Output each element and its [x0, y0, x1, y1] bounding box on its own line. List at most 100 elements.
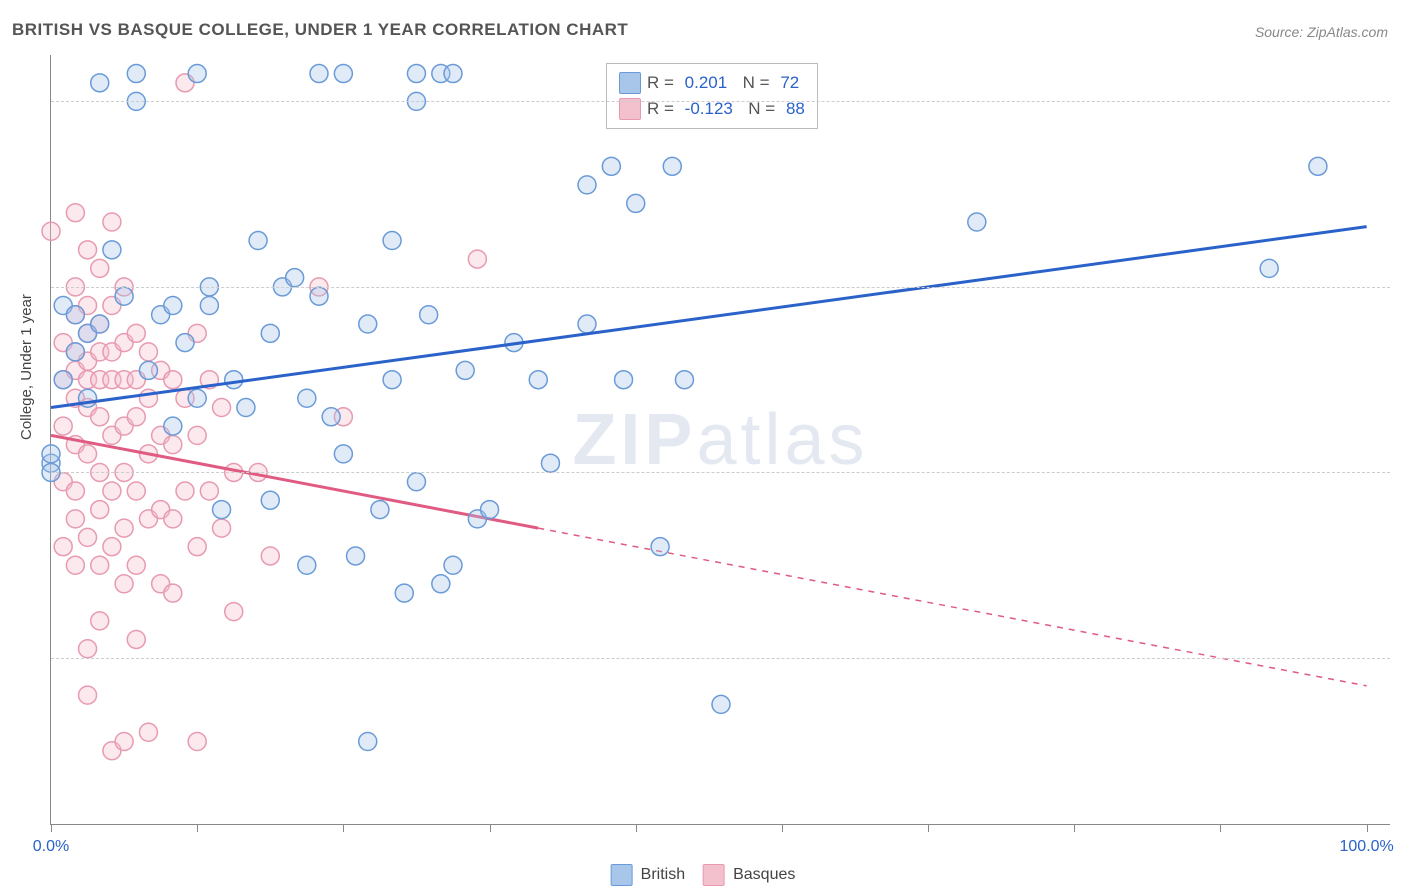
- scatter-point: [66, 204, 84, 222]
- scatter-point: [615, 371, 633, 389]
- plot-area: ZIPatlas R = 0.201 N = 72R = -0.123 N = …: [50, 55, 1390, 825]
- scatter-point: [529, 371, 547, 389]
- x-tick: [1367, 824, 1368, 832]
- scatter-point: [103, 241, 121, 259]
- y-tick-label: 60.0%: [1400, 463, 1406, 481]
- legend-swatch: [619, 72, 641, 94]
- legend-series-label: British: [641, 866, 685, 884]
- regression-line: [51, 227, 1367, 408]
- legend-series-label: Basques: [733, 866, 795, 884]
- scatter-point: [213, 501, 231, 519]
- scatter-point: [164, 417, 182, 435]
- scatter-point: [91, 315, 109, 333]
- legend-r-value: 0.201: [685, 70, 728, 96]
- gridline: [51, 101, 1390, 102]
- scatter-point: [261, 491, 279, 509]
- scatter-point: [188, 538, 206, 556]
- scatter-point: [1309, 157, 1327, 175]
- scatter-point: [79, 640, 97, 658]
- scatter-point: [188, 733, 206, 751]
- scatter-point: [407, 473, 425, 491]
- scatter-point: [103, 538, 121, 556]
- legend-r-label: R =: [647, 70, 679, 96]
- scatter-point: [334, 65, 352, 83]
- scatter-point: [79, 445, 97, 463]
- scatter-point: [249, 232, 267, 250]
- scatter-point: [176, 482, 194, 500]
- scatter-point: [127, 408, 145, 426]
- scatter-point: [347, 547, 365, 565]
- scatter-point: [66, 306, 84, 324]
- scatter-point: [1260, 259, 1278, 277]
- scatter-point: [420, 306, 438, 324]
- scatter-point: [103, 482, 121, 500]
- scatter-point: [54, 417, 72, 435]
- scatter-point: [115, 733, 133, 751]
- scatter-point: [298, 389, 316, 407]
- scatter-point: [286, 269, 304, 287]
- scatter-point: [663, 157, 681, 175]
- scatter-point: [712, 695, 730, 713]
- legend-series: British Basques: [611, 864, 796, 886]
- x-tick-label: 100.0%: [1339, 838, 1393, 856]
- y-tick-label: 100.0%: [1400, 92, 1406, 110]
- scatter-point: [91, 556, 109, 574]
- scatter-point: [164, 436, 182, 454]
- scatter-point: [66, 482, 84, 500]
- scatter-point: [66, 556, 84, 574]
- scatter-point: [188, 426, 206, 444]
- scatter-point: [66, 343, 84, 361]
- scatter-point: [200, 296, 218, 314]
- scatter-point: [127, 482, 145, 500]
- scatter-point: [164, 296, 182, 314]
- y-axis-label: College, Under 1 year: [18, 294, 35, 440]
- scatter-point: [968, 213, 986, 231]
- x-tick: [636, 824, 637, 832]
- scatter-point: [237, 399, 255, 417]
- scatter-point: [225, 603, 243, 621]
- legend-n-label: N =: [739, 96, 780, 122]
- scatter-point: [407, 65, 425, 83]
- scatter-point: [188, 389, 206, 407]
- gridline: [51, 472, 1390, 473]
- legend-n-label: N =: [733, 70, 774, 96]
- gridline: [51, 287, 1390, 288]
- scatter-point: [578, 176, 596, 194]
- scatter-point: [127, 630, 145, 648]
- chart-svg: [51, 55, 1390, 824]
- scatter-point: [444, 556, 462, 574]
- legend-r-value: -0.123: [685, 96, 733, 122]
- legend-swatch: [611, 864, 633, 886]
- scatter-point: [383, 371, 401, 389]
- legend-swatch: [703, 864, 725, 886]
- x-tick: [197, 824, 198, 832]
- scatter-point: [541, 454, 559, 472]
- scatter-point: [310, 65, 328, 83]
- scatter-point: [164, 510, 182, 528]
- legend-n-value: 88: [786, 96, 805, 122]
- scatter-point: [79, 241, 97, 259]
- scatter-point: [481, 501, 499, 519]
- scatter-point: [444, 65, 462, 83]
- scatter-point: [322, 408, 340, 426]
- scatter-point: [139, 723, 157, 741]
- scatter-point: [383, 232, 401, 250]
- x-tick: [490, 824, 491, 832]
- x-tick: [928, 824, 929, 832]
- scatter-point: [54, 371, 72, 389]
- x-tick: [1074, 824, 1075, 832]
- scatter-point: [213, 519, 231, 537]
- scatter-point: [139, 361, 157, 379]
- scatter-point: [127, 556, 145, 574]
- x-tick: [1220, 824, 1221, 832]
- scatter-point: [79, 686, 97, 704]
- scatter-point: [578, 315, 596, 333]
- y-tick-label: 80.0%: [1400, 278, 1406, 296]
- scatter-point: [115, 575, 133, 593]
- source-attribution: Source: ZipAtlas.com: [1255, 24, 1388, 40]
- legend-row: R = -0.123 N = 88: [619, 96, 805, 122]
- scatter-point: [127, 65, 145, 83]
- scatter-point: [127, 324, 145, 342]
- y-tick-label: 40.0%: [1400, 649, 1406, 667]
- scatter-point: [42, 445, 60, 463]
